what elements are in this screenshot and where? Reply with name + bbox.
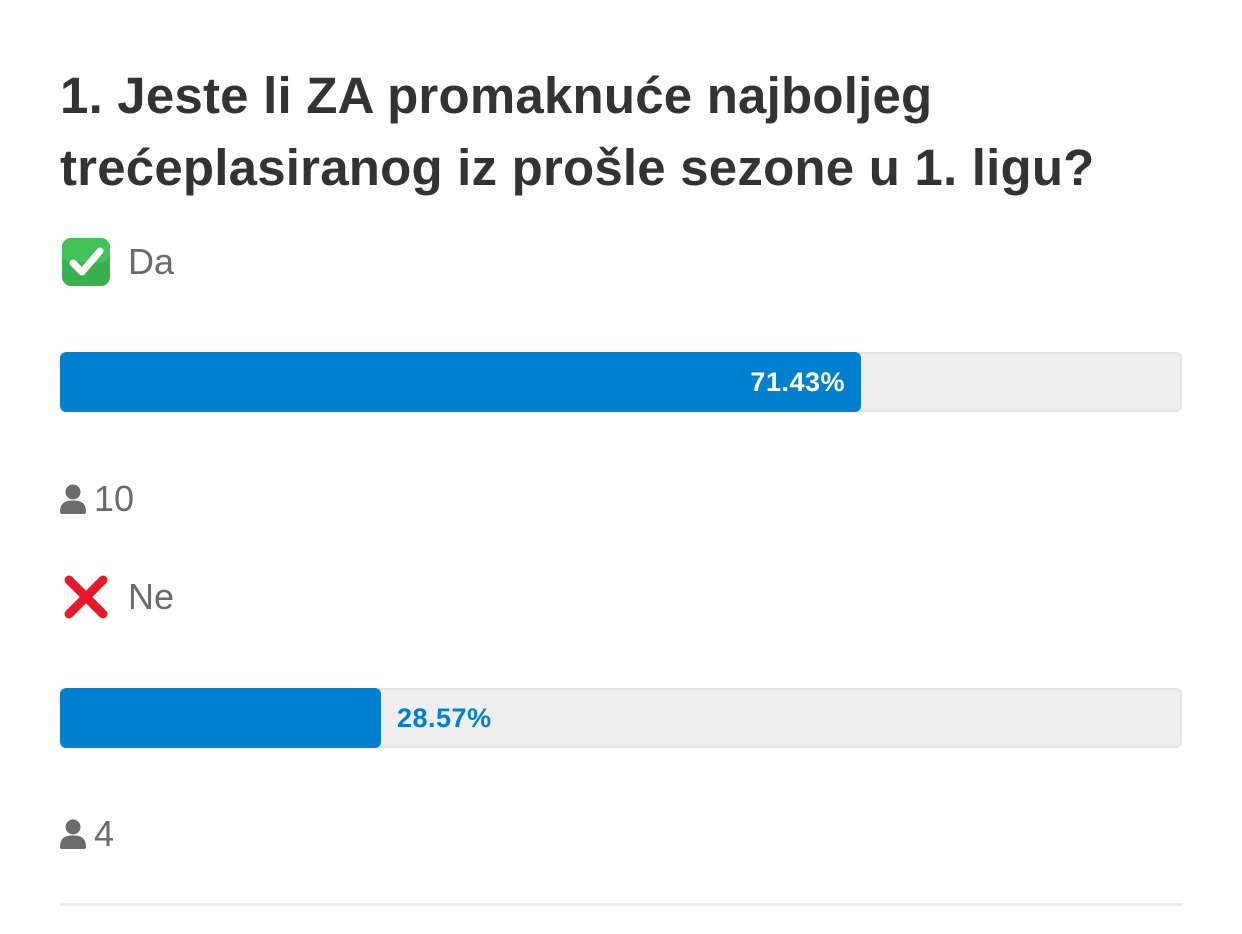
poll-divider — [60, 903, 1182, 906]
poll-option-label: Da — [128, 241, 175, 282]
poll-voter-count[interactable]: 4 — [60, 812, 114, 856]
poll-result-bar-fill — [60, 688, 381, 748]
poll-result-bar-fill — [60, 352, 861, 412]
poll-voter-count-value: 10 — [94, 478, 135, 519]
poll-voter-count-value: 4 — [94, 813, 115, 854]
check-mark-button-icon — [62, 238, 110, 286]
poll-voter-count[interactable]: 10 — [60, 477, 134, 521]
user-icon — [60, 484, 86, 514]
poll-option-ne[interactable]: Ne — [60, 570, 174, 624]
poll-result-percent: 28.57% — [397, 703, 492, 733]
poll-result-percent: 71.43% — [750, 367, 845, 397]
poll-option-da[interactable]: Da — [60, 235, 174, 289]
poll-result-bar: 71.43% — [60, 352, 1182, 412]
user-icon — [60, 819, 86, 849]
cross-mark-icon — [64, 575, 108, 619]
poll-option-label: Ne — [128, 576, 175, 617]
poll-question: 1. Jeste li ZA promaknuće najboljeg treć… — [60, 67, 1095, 196]
poll-result-bar: 28.57% — [60, 688, 1182, 748]
